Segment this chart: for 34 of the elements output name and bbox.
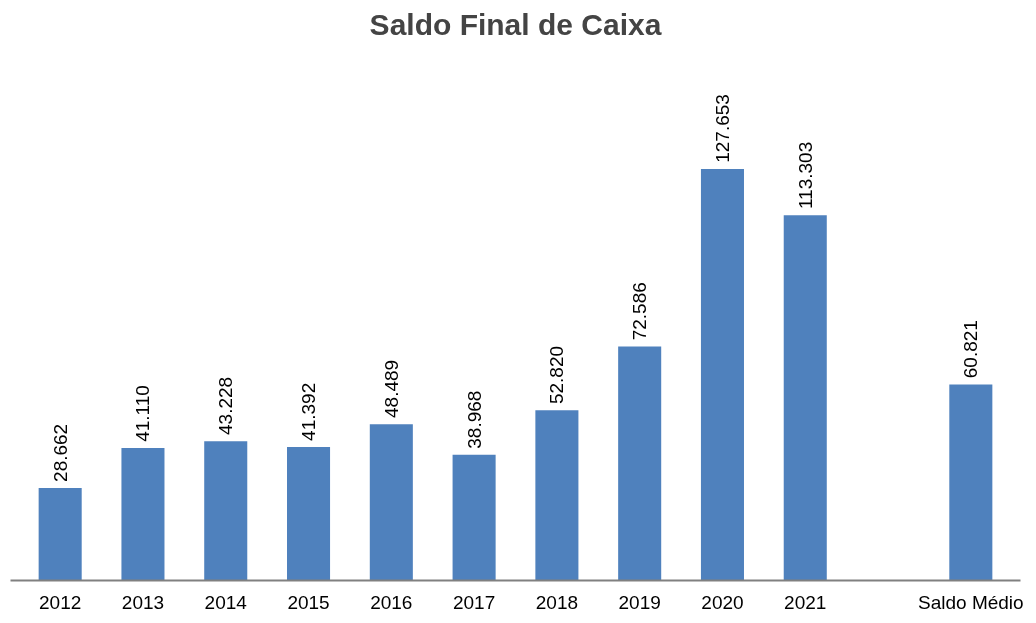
- bar: [369, 424, 413, 581]
- x-tick-label: 2020: [701, 591, 744, 613]
- x-tick-label: 2013: [121, 591, 165, 613]
- data-label: 48.489: [380, 359, 402, 418]
- bar: [38, 488, 82, 581]
- x-tick-label: 2014: [204, 591, 248, 613]
- bar: [535, 410, 579, 581]
- chart-title: Saldo Final de Caixa: [369, 7, 662, 41]
- bar: [949, 384, 993, 581]
- data-label: 38.968: [463, 390, 485, 449]
- x-tick-label: 2012: [39, 591, 82, 613]
- bar: [783, 215, 827, 581]
- x-tick-label: 2017: [452, 591, 496, 613]
- bar: [287, 447, 331, 581]
- data-label: 72.586: [629, 282, 651, 341]
- data-label: 28.662: [49, 423, 71, 482]
- data-label: 41.392: [298, 382, 320, 441]
- data-label: 127.653: [711, 94, 733, 163]
- x-tick-label: 2019: [618, 591, 661, 613]
- x-tick-label: 2018: [535, 591, 579, 613]
- bar: [204, 441, 248, 581]
- bar: [121, 447, 165, 581]
- x-tick-label: 2021: [784, 591, 827, 613]
- data-label: 113.303: [794, 141, 816, 210]
- data-label: 43.228: [215, 376, 237, 435]
- x-tick-label: 2015: [287, 591, 330, 613]
- x-tick-label: 2016: [370, 591, 413, 613]
- x-tick-label: Saldo Médio: [918, 591, 1024, 613]
- bar: [452, 454, 496, 581]
- data-label: 52.820: [546, 345, 568, 405]
- bar: [618, 346, 662, 581]
- data-label: 60.821: [960, 320, 982, 379]
- data-label: 41.110: [132, 385, 154, 442]
- bar: [700, 168, 744, 581]
